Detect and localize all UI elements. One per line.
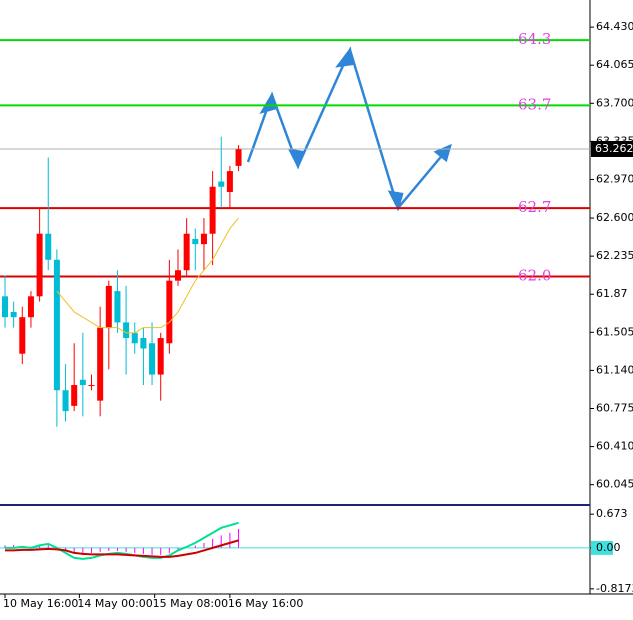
indicator-line [5,521,239,560]
level-label: 63.7 [518,95,551,113]
candle-body [157,338,164,375]
candle-body [45,233,52,260]
indicator-line [5,539,239,558]
y-tick-label: 60.045 [596,478,633,491]
bid-label: 63.262 [595,142,633,155]
bid-box [591,140,633,157]
candle-body [192,238,199,245]
moving-average [56,217,239,334]
candle-body [97,327,104,401]
zero-box [591,540,613,555]
y-tick-label: 61.87 [596,287,628,300]
candle-body [10,311,17,318]
x-tick-label: 10 May 16:00 [3,597,78,610]
candle-body [105,285,112,328]
candle-body [71,385,78,406]
candle-body [53,259,60,391]
candle-body [27,296,34,318]
x-tick-label: 16 May 16:00 [228,597,303,610]
level-label: 64.3 [518,30,551,48]
candle-body [131,332,138,344]
candle-body [149,343,156,375]
candle-body [2,296,8,318]
y-tick-label: 62.235 [596,249,633,262]
candle-body [123,322,130,339]
y-tick-label: 62.970 [596,172,633,185]
y-tick-label: 63.700 [596,96,633,109]
x-tick-label: 15 May 08:00 [153,597,228,610]
candle-body [200,233,207,245]
level-label: 62.7 [518,198,551,216]
indicator-tick-label: 0.00 [596,541,621,554]
candle-body [166,280,173,344]
candle-body [235,149,242,166]
candle-body [175,270,181,281]
y-tick-label: 62.600 [596,211,633,224]
candle-body [183,233,190,271]
indicator-tick-label: -0.8173 [596,582,633,595]
y-tick-label: 61.140 [596,363,633,376]
x-tick-label: 14 May 00:00 [77,597,152,610]
y-tick-label: 60.775 [596,401,633,414]
candle-body [218,181,225,187]
y-tick-label: 60.410 [596,440,633,453]
y-tick-label: 64.065 [596,58,633,71]
candle-body [140,338,147,349]
y-tick-label: 61.505 [596,325,633,338]
candle-body [36,233,43,297]
indicator-tick-label: 0.673 [596,507,628,520]
candle-body [209,186,216,234]
level-label: 62.0 [518,266,551,284]
candle-body [79,379,86,386]
candle-body [114,291,121,323]
candle-body [19,317,26,354]
candle-body [88,385,95,387]
candle-body [226,171,233,192]
candle-body [62,390,69,412]
y-tick-label: 64.430 [596,20,633,33]
